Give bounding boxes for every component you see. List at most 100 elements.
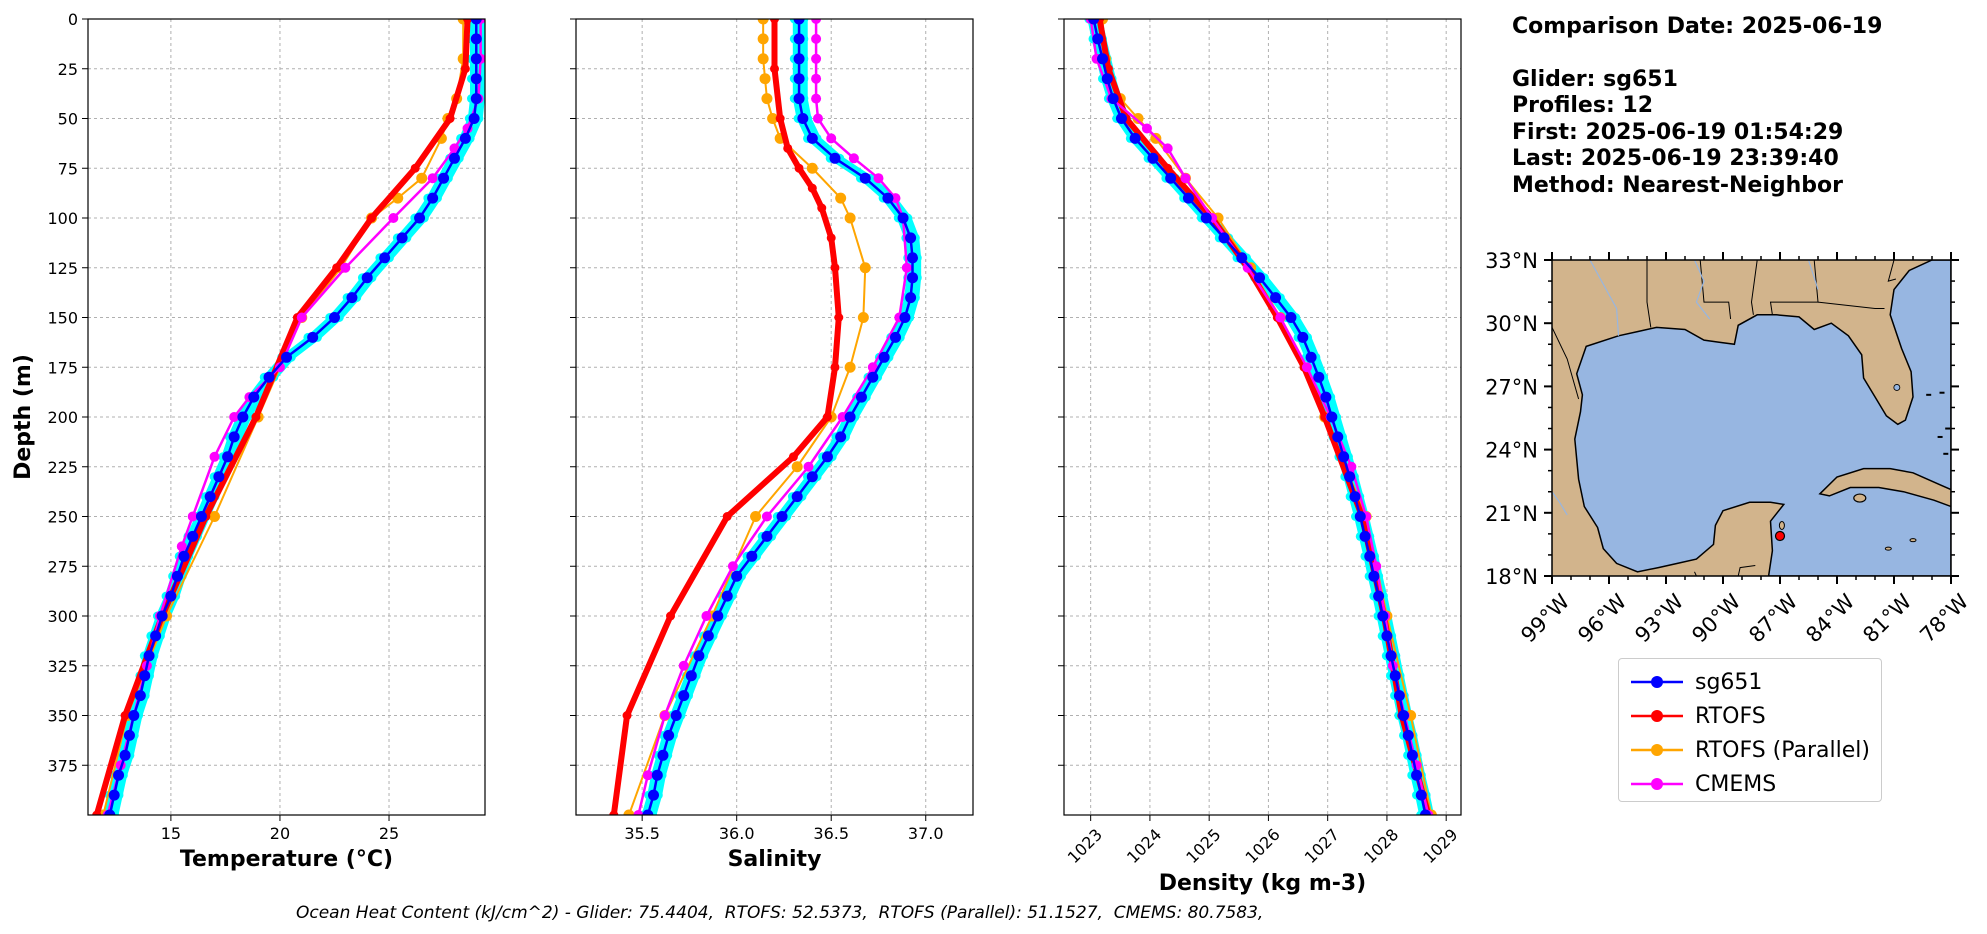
data-point	[340, 262, 351, 273]
x-tick-label: 1027	[1301, 825, 1343, 867]
data-point	[438, 172, 450, 184]
data-point	[229, 412, 240, 422]
data-point	[178, 550, 190, 562]
data-point	[826, 133, 837, 144]
river-line	[1693, 260, 1711, 320]
bahamas-islet	[1943, 452, 1949, 455]
x-tick-label: 1025	[1182, 825, 1224, 867]
data-point	[1389, 670, 1401, 682]
data-point	[791, 461, 803, 473]
data-point	[855, 391, 867, 403]
island	[1884, 546, 1892, 551]
data-point	[346, 292, 358, 304]
y-tick-label: 225	[47, 458, 78, 477]
data-point	[666, 611, 676, 621]
x-tick-label: 37.0	[908, 824, 944, 843]
data-point	[834, 313, 844, 322]
data-point	[248, 391, 260, 403]
glider-name: Glider: sg651	[1512, 66, 1678, 92]
data-point	[791, 491, 803, 503]
data-point	[416, 172, 428, 184]
glider-position-marker	[1774, 530, 1786, 542]
data-point	[623, 809, 635, 815]
data-point	[459, 132, 471, 144]
legend: sg651 RTOFS RTOFS (Parallel) CMEMS	[1618, 658, 1882, 802]
data-point	[821, 451, 833, 463]
data-point	[701, 611, 712, 621]
y-axis-label: Depth (m)	[11, 354, 36, 480]
data-point	[470, 33, 482, 45]
map-lat-label: 21°N	[1485, 502, 1538, 526]
data-point	[830, 362, 840, 372]
data-point	[807, 183, 817, 193]
data-point	[663, 729, 675, 741]
data-point	[757, 33, 769, 45]
data-point	[783, 143, 793, 153]
y-tick-label: 200	[47, 408, 78, 427]
y-tick-label: 25	[58, 60, 78, 79]
data-point	[837, 412, 848, 422]
data-point	[204, 491, 216, 503]
data-point	[633, 810, 644, 815]
legend-label: CMEMS	[1695, 771, 1777, 797]
data-point	[867, 371, 879, 383]
x-axis-label: Temperature (°C)	[180, 847, 393, 872]
data-point	[1398, 710, 1410, 721]
data-point	[470, 93, 482, 105]
data-point	[1301, 362, 1312, 373]
data-point	[731, 570, 743, 582]
data-point	[128, 710, 140, 721]
data-point	[803, 461, 814, 472]
data-point	[759, 73, 771, 85]
data-point	[251, 412, 261, 422]
y-tick-label: 275	[47, 557, 78, 576]
comparison-info: Comparison Date: 2025-06-19 Glider: sg651…	[1512, 14, 1882, 199]
legend-swatch-sg651	[1631, 676, 1683, 688]
data-point	[776, 511, 788, 522]
data-point	[134, 690, 146, 702]
data-point	[209, 511, 221, 522]
data-point	[890, 193, 901, 204]
data-point	[113, 769, 125, 781]
data-point	[761, 530, 773, 542]
data-point	[1182, 192, 1194, 204]
first-profile-time: First: 2025-06-19 01:54:29	[1512, 119, 1844, 145]
data-point	[1097, 53, 1109, 65]
data-point	[1180, 173, 1191, 184]
data-point	[609, 810, 619, 815]
river-line	[1807, 260, 1819, 290]
data-point	[857, 312, 869, 323]
interpolation-method: Method: Nearest-Neighbor	[1512, 172, 1843, 198]
data-point	[328, 312, 340, 323]
legend-item-cmems: CMEMS	[1629, 769, 1776, 799]
data-point	[281, 351, 292, 363]
profile-panel-2: 35.5 36.0 36.5 37.0 Salinity	[570, 18, 974, 872]
data-point	[770, 19, 779, 24]
data-point	[414, 212, 426, 224]
data-point	[844, 411, 856, 423]
y-tick-label: 125	[47, 259, 78, 278]
x-tick-label: 1026	[1242, 825, 1284, 867]
data-point	[1101, 73, 1113, 85]
legend-label: sg651	[1695, 669, 1763, 695]
data-point	[1285, 312, 1297, 323]
data-point	[757, 19, 769, 25]
data-point	[793, 93, 805, 105]
data-point	[761, 511, 772, 522]
data-point	[1344, 471, 1356, 483]
data-point	[1297, 331, 1309, 343]
data-point	[1107, 93, 1119, 105]
y-tick-label: 75	[58, 159, 78, 178]
data-point	[811, 93, 822, 104]
y-tick-label: 150	[47, 309, 78, 328]
data-point	[678, 660, 689, 671]
data-point	[830, 263, 840, 273]
data-point	[1419, 809, 1431, 815]
data-point	[1218, 232, 1230, 244]
data-point	[907, 252, 919, 264]
data-point	[367, 213, 377, 223]
data-point	[468, 113, 480, 124]
data-point	[848, 153, 859, 164]
data-point	[165, 590, 177, 602]
data-point	[844, 212, 856, 224]
